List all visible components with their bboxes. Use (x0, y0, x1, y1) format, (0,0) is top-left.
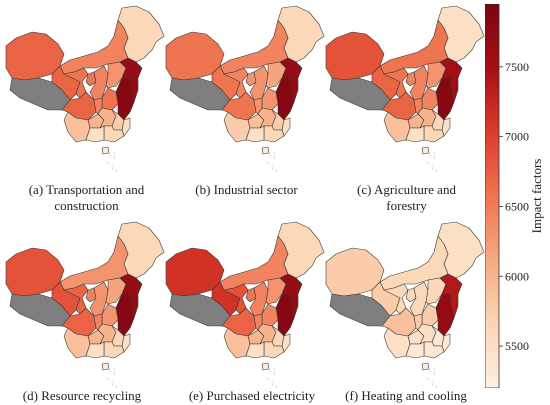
caption-c-line-1: (c) Agriculture and (357, 182, 456, 197)
region-gan (63, 283, 89, 315)
caption-a-line-2: construction (54, 198, 119, 213)
choropleth-map-b (165, 5, 325, 173)
region-nin (85, 287, 97, 303)
region-nin (245, 287, 257, 303)
colorbar-tick-label: 6000 (505, 269, 529, 283)
choropleth-map-a (5, 5, 165, 173)
region-gd (423, 125, 445, 143)
region-gx (85, 125, 105, 143)
south-sea-islands (425, 149, 439, 173)
choropleth-map-d (5, 221, 165, 389)
region-sc (221, 307, 257, 337)
south-sea-islands (425, 365, 439, 389)
region-sc (61, 307, 97, 337)
caption-b: (b) Industrial sector (162, 182, 332, 198)
colorbar-tick-label: 5500 (505, 339, 529, 353)
region-sc (61, 91, 97, 121)
south-sea-islands (105, 149, 119, 173)
caption-a: (a) Transportation and construction (2, 182, 172, 214)
region-gd (423, 341, 445, 359)
colorbar-tick-label: 7000 (505, 130, 529, 144)
region-gd (263, 125, 285, 143)
south-sea-islands (265, 365, 279, 389)
choropleth-map-e (165, 221, 325, 389)
region-sc (221, 91, 257, 121)
region-gd (103, 125, 125, 143)
caption-c: (c) Agriculture and forestry (322, 182, 492, 214)
region-nin (85, 71, 97, 87)
region-gx (405, 341, 425, 359)
region-gd (263, 341, 285, 359)
choropleth-map-f (325, 221, 485, 389)
caption-e: (e) Purchased electricity (188, 388, 316, 403)
region-gan (383, 67, 409, 99)
colorbar-gradient (485, 4, 500, 388)
caption-a-line-1: (a) Transportation and (28, 182, 145, 197)
region-gan (223, 67, 249, 99)
caption-d: (d) Resource recycling (22, 388, 142, 403)
colorbar-tick-label: 7500 (505, 60, 529, 74)
colorbar-title: Impact factors (529, 158, 544, 234)
region-nin (405, 71, 417, 87)
colorbar-ticks: 7500 7000 6500 6000 5500 (499, 60, 529, 353)
region-gx (405, 125, 425, 143)
colorbar: 7500 7000 6500 6000 5500 (485, 4, 529, 388)
region-nin (405, 287, 417, 303)
region-gx (85, 341, 105, 359)
region-sc (381, 91, 417, 121)
map-panel-d (4, 218, 169, 389)
region-gan (383, 283, 409, 315)
region-sc (381, 307, 417, 337)
map-panel-f (324, 218, 489, 389)
region-gd (103, 341, 125, 359)
map-panel-a: (a) Transportation and construction (4, 2, 169, 213)
region-gx (245, 125, 265, 143)
map-panel-b: (b) Industrial sector (164, 2, 329, 197)
map-panel-c: (c) Agriculture and forestry (324, 2, 489, 213)
caption-c-line-2: forestry (386, 198, 427, 213)
colorbar-tick-label: 6500 (505, 199, 529, 213)
region-nin (245, 71, 257, 87)
region-gx (245, 341, 265, 359)
choropleth-map-c (325, 5, 485, 173)
south-sea-islands (105, 365, 119, 389)
caption-b-line-1: (b) Industrial sector (195, 182, 298, 197)
region-gan (63, 67, 89, 99)
caption-f: (f) Heating and cooling (345, 388, 467, 403)
south-sea-islands (265, 149, 279, 173)
region-gan (223, 283, 249, 315)
map-panel-e (164, 218, 329, 389)
